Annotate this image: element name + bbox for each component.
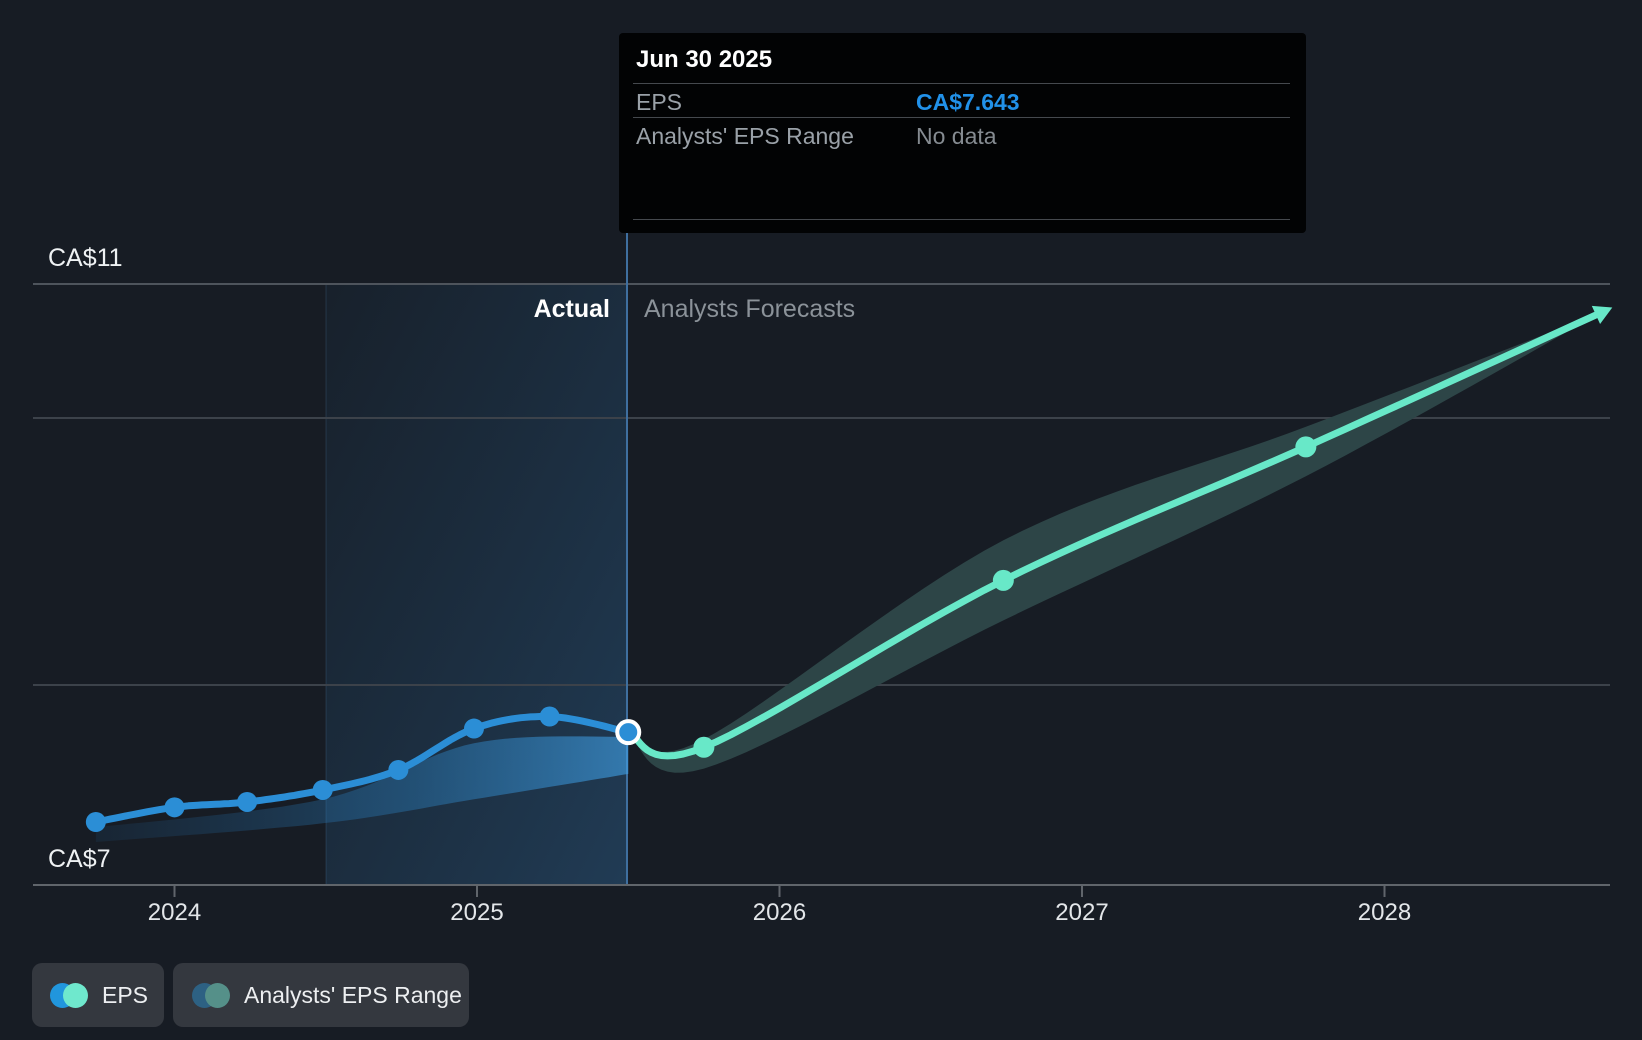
range-teal-dot-icon [205,982,230,1008]
forecast-point[interactable] [1295,436,1317,458]
eps-band [95,736,629,842]
tooltip-range-value: No data [916,123,997,149]
forecast-point[interactable] [992,569,1014,591]
x-tick-label: 2025 [450,899,504,926]
y-axis-max-label: CA$11 [48,244,123,272]
eps-point[interactable] [463,718,484,739]
forecast-section-label: Analysts Forecasts [644,295,856,323]
eps-line [92,713,632,826]
eps-point[interactable] [164,797,185,818]
eps-point[interactable] [388,759,409,780]
eps-point[interactable] [312,779,333,800]
eps-point[interactable] [237,791,258,812]
gridlines [33,283,1610,686]
forecast-point[interactable] [693,736,715,758]
forecast-arrow-icon [1591,305,1613,325]
tooltip-divider [633,83,1290,84]
x-tick-label: 2028 [1357,899,1412,926]
chart-tooltip: Jun 30 2025 EPS CA$7.643 Analysts' EPS R… [619,33,1306,233]
eps-point[interactable] [539,706,560,727]
y-axis-min-label: CA$7 [48,845,111,873]
x-tick-label: 2024 [147,899,202,926]
series-lines [92,305,1613,826]
range-bands [95,312,1603,842]
tooltip-eps-label: EPS [636,89,683,115]
legend-item-analysts-eps-range[interactable]: Analysts' EPS Range [173,963,469,1027]
legend-range-label: Analysts' EPS Range [244,981,462,1008]
transition-point[interactable] [615,719,642,746]
x-axis [33,884,1610,897]
tooltip-eps-value: CA$7.643 [916,89,1020,115]
tooltip-divider [633,117,1290,118]
actual-section-label: Actual [533,295,610,323]
x-tick-label: 2026 [752,899,807,926]
eps-point[interactable] [85,812,106,833]
eps-teal-dot-icon [63,982,88,1008]
legend-item-eps[interactable]: EPS [32,963,164,1027]
tooltip-divider [633,219,1290,220]
tooltip-date: Jun 30 2025 [636,46,773,73]
x-tick-label: 2027 [1055,899,1109,926]
legend-eps-label: EPS [102,981,149,1008]
tooltip-range-label: Analysts' EPS Range [636,123,854,149]
data-points [85,436,1317,833]
